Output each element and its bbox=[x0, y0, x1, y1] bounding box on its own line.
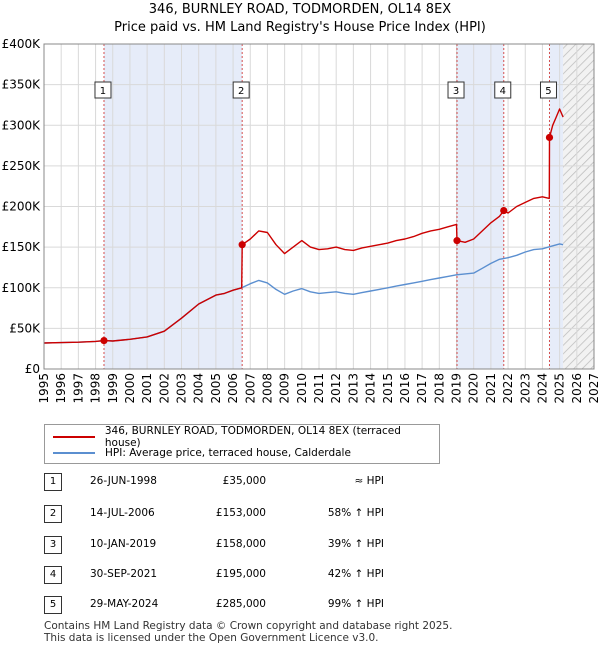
sale-date: 29-MAY-2024 bbox=[90, 598, 159, 610]
sale-label-number: 3 bbox=[453, 86, 459, 97]
x-tick-label: 2013 bbox=[346, 373, 360, 404]
sale-label-box bbox=[232, 81, 250, 99]
sale-date: 30-SEP-2021 bbox=[90, 568, 158, 580]
sale-label-box bbox=[494, 81, 512, 99]
sale-price: £195,000 bbox=[215, 568, 266, 580]
price-chart: 1 2 3 4 5 £0 £50K £100K £150K £200K £250K £300K £35… bbox=[2, 37, 600, 404]
footer-licence-line: This data is licensed under the Open Gov… bbox=[44, 632, 379, 644]
sale-label-number: 4 bbox=[500, 86, 506, 97]
y-tick-label: £100K bbox=[2, 281, 42, 295]
sale-point-marker bbox=[500, 206, 508, 215]
chart-subtitle: Price paid vs. HM Land Registry's House … bbox=[114, 20, 486, 35]
sale-number-badge: 3 bbox=[44, 536, 62, 554]
x-tick-label: 2014 bbox=[364, 373, 378, 404]
y-tick-label: £350K bbox=[2, 78, 42, 92]
y-tick-label: £50K bbox=[9, 321, 41, 335]
y-tick-label: £200K bbox=[2, 200, 42, 214]
x-tick-label: 2021 bbox=[484, 373, 498, 404]
table-row: 3 10-JAN-2019 £158,000 39% ↑ HPI bbox=[44, 536, 544, 556]
x-tick-label: 1998 bbox=[89, 373, 103, 404]
x-tick-label: 2010 bbox=[295, 373, 309, 404]
x-tick-label: 2004 bbox=[192, 373, 206, 404]
sale-label-box bbox=[94, 81, 112, 99]
x-tick-label: 2018 bbox=[432, 373, 446, 404]
y-tick-label: £400K bbox=[2, 37, 42, 51]
sale-number-badge: 2 bbox=[44, 505, 62, 523]
x-tick-label: 2023 bbox=[518, 373, 532, 404]
legend-label-property: 346, BURNLEY ROAD, TODMORDEN, OL14 8EX (… bbox=[104, 425, 401, 449]
legend-item-hpi: HPI: Average price, terraced house, Cald… bbox=[53, 445, 351, 461]
sale-point-marker bbox=[453, 237, 461, 245]
chart-legend: 346, BURNLEY ROAD, TODMORDEN, OL14 8EX (… bbox=[44, 424, 440, 464]
chart-title-address: 346, BURNLEY ROAD, TODMORDEN, OL14 8EX bbox=[148, 2, 452, 17]
sale-label-box bbox=[447, 81, 465, 99]
footer-copyright-line: Contains HM Land Registry data © Crown c… bbox=[44, 620, 453, 632]
x-tick-label: 2011 bbox=[312, 373, 326, 404]
sale-hpi-comparison: 58% ↑ HPI bbox=[327, 507, 384, 519]
sale-label-number: 5 bbox=[545, 86, 551, 97]
x-tick-label: 1997 bbox=[71, 373, 85, 404]
sale-price: £153,000 bbox=[215, 507, 266, 519]
x-tick-label: 2026 bbox=[570, 373, 584, 404]
x-tick-label: 2012 bbox=[329, 373, 343, 404]
x-tick-label: 2002 bbox=[157, 373, 171, 404]
x-tick-label: 2007 bbox=[243, 373, 257, 404]
x-tick-label: 2001 bbox=[140, 373, 154, 404]
sale-price: £158,000 bbox=[215, 538, 266, 550]
x-tick-label: 2009 bbox=[278, 373, 292, 404]
sale-date: 14-JUL-2006 bbox=[90, 507, 155, 519]
property-price-line bbox=[43, 108, 564, 344]
x-tick-label: 2017 bbox=[415, 373, 429, 404]
x-tick-label: 2008 bbox=[260, 373, 274, 404]
y-tick-label: £250K bbox=[2, 159, 42, 173]
x-tick-label: 2006 bbox=[226, 373, 240, 404]
x-tick-label: 2019 bbox=[450, 373, 464, 404]
sale-hpi-comparison: ≈ HPI bbox=[354, 475, 384, 487]
table-row: 1 26-JUN-1998 £35,000 ≈ HPI bbox=[44, 473, 544, 493]
sale-date: 10-JAN-2019 bbox=[90, 538, 157, 550]
legend-item-property: 346, BURNLEY ROAD, TODMORDEN, OL14 8EX (… bbox=[53, 425, 439, 449]
sale-price: £285,000 bbox=[215, 598, 266, 610]
y-tick-label: £150K bbox=[2, 240, 42, 254]
x-tick-label: 2020 bbox=[467, 373, 481, 404]
sale-number-badge: 4 bbox=[44, 566, 62, 584]
legend-swatch-hpi bbox=[53, 452, 95, 454]
legend-swatch-property bbox=[53, 436, 95, 438]
x-tick-label: 2003 bbox=[175, 373, 189, 404]
sale-hpi-comparison: 99% ↑ HPI bbox=[327, 598, 384, 610]
x-tick-label: 2025 bbox=[553, 373, 567, 404]
sale-point-marker bbox=[238, 241, 246, 249]
x-tick-label: 1996 bbox=[54, 373, 68, 404]
sale-label-number: 1 bbox=[100, 86, 106, 97]
y-tick-label: £300K bbox=[2, 118, 42, 132]
sale-price: £35,000 bbox=[222, 475, 266, 487]
sale-point-marker bbox=[100, 336, 108, 345]
sale-hpi-comparison: 42% ↑ HPI bbox=[327, 568, 384, 580]
x-tick-label: 1995 bbox=[37, 373, 51, 404]
x-tick-label: 2022 bbox=[501, 373, 515, 404]
x-tick-label: 2024 bbox=[535, 373, 549, 404]
legend-label-hpi: HPI: Average price, terraced house, Cald… bbox=[105, 447, 351, 459]
table-row: 5 29-MAY-2024 £285,000 99% ↑ HPI bbox=[44, 596, 544, 616]
table-row: 4 30-SEP-2021 £195,000 42% ↑ HPI bbox=[44, 566, 544, 586]
sale-point-marker bbox=[545, 133, 554, 142]
x-tick-label: 2027 bbox=[587, 373, 600, 404]
sale-label-number: 2 bbox=[238, 86, 244, 97]
x-tick-label: 2005 bbox=[209, 373, 223, 404]
x-tick-label: 1999 bbox=[106, 373, 120, 404]
x-tick-label: 2000 bbox=[123, 373, 137, 404]
sale-number-badge: 5 bbox=[44, 596, 62, 614]
x-tick-label: 2016 bbox=[398, 373, 412, 404]
y-tick-label: £0 bbox=[25, 362, 40, 376]
copyright-footer: Contains HM Land Registry data © Crown c… bbox=[44, 620, 452, 644]
sale-hpi-comparison: 39% ↑ HPI bbox=[327, 538, 384, 550]
sale-label-box bbox=[539, 81, 557, 99]
sale-number-badge: 1 bbox=[44, 473, 62, 491]
table-row: 2 14-JUL-2006 £153,000 58% ↑ HPI bbox=[44, 505, 544, 525]
x-tick-label: 2015 bbox=[381, 373, 395, 404]
plot-area-frame bbox=[43, 43, 595, 370]
sale-date: 26-JUN-1998 bbox=[90, 475, 157, 487]
